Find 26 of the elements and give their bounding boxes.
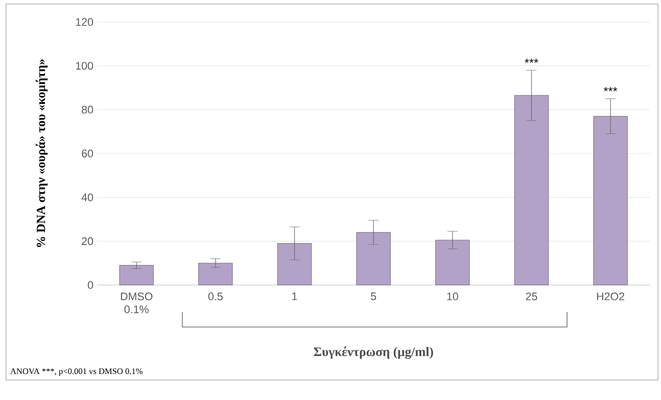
y-tick-label: 0 [88,281,94,289]
y-tick-label: 40 [82,193,94,202]
bar [119,265,154,286]
x-tick-label: 1 [292,292,298,300]
y-tick-label: 120 [76,18,94,26]
bar [277,243,312,286]
y-tick-label: 60 [82,150,94,158]
bar [593,116,628,286]
x-tick-label: DMSO 0.1% [120,292,152,314]
x-tick-label: 25 [526,292,538,300]
y-axis-title: % DNA στην «ουρά» του «κομήτη» [36,59,48,247]
bar [198,262,233,286]
x-tick-label: 5 [370,292,376,300]
annotation: *** [604,87,618,92]
bar [356,232,391,286]
y-tick-label: 20 [82,237,94,246]
x-axis-title: Συγκέντρωση (μg/ml) [314,346,434,359]
x-tick-label: 10 [447,292,458,300]
x-tick-label: H2O2 [597,292,624,300]
y-tick-label: 100 [76,62,94,70]
bar [514,95,549,286]
text: ANOVA ***, p<0.001 vs DMSO 0.1% [10,368,142,376]
bar [435,240,470,286]
x-tick-label: 0.5 [208,292,223,300]
y-tick-label: 80 [82,106,94,114]
annotation: *** [524,58,538,63]
